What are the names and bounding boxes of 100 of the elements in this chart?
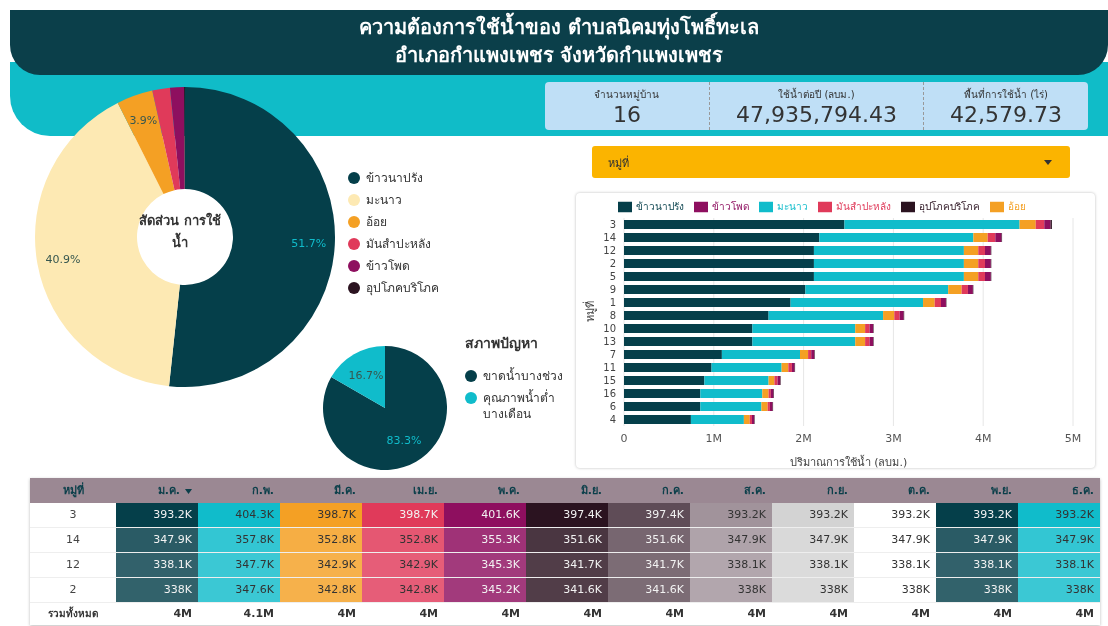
data-label: 342.8K xyxy=(362,578,444,602)
data-label: 398.7K xyxy=(362,503,444,527)
bar xyxy=(1044,220,1051,229)
bar xyxy=(790,298,924,307)
data-label: 352.8K xyxy=(362,528,444,552)
data-label: 347.9K xyxy=(690,528,772,552)
data-label: 357.8K xyxy=(198,528,280,552)
y-tick-label: 12 xyxy=(603,245,616,257)
data-label: 393.2K xyxy=(936,503,1018,527)
y-tick-label: 4 xyxy=(609,414,616,426)
bar xyxy=(899,311,904,320)
legend-label: ขาดน้ำบางช่วง xyxy=(483,368,563,384)
bar xyxy=(963,259,979,268)
x-tick-label: ธ.ค. xyxy=(1070,483,1095,499)
text: จำนวนหมู่บ้าน xyxy=(593,88,661,102)
x-tick-label: 5M xyxy=(1064,431,1082,445)
bar xyxy=(987,233,996,242)
y-tick-label: 2 xyxy=(609,258,616,270)
y-tick-label: 6 xyxy=(609,401,616,413)
bar xyxy=(978,246,985,255)
y-tick-label: 14 xyxy=(603,232,616,244)
data-label: 347.9K xyxy=(1018,528,1100,552)
bar xyxy=(624,233,820,242)
bar xyxy=(963,246,979,255)
bar xyxy=(752,324,856,333)
bar xyxy=(752,337,856,346)
legend-label: ข้าวโพด xyxy=(712,201,749,212)
text: หมู่ที่ xyxy=(608,154,629,172)
bar xyxy=(1035,220,1045,229)
pie-slice xyxy=(331,346,385,408)
text: อำเภอกำแพงเพชร จังหวัดกำแพงเพชร xyxy=(393,42,725,69)
data-label: 341.6K xyxy=(526,578,608,602)
bar xyxy=(624,272,814,281)
legend-label: มะนาว xyxy=(777,201,808,212)
data-label: 347.9K xyxy=(854,528,936,552)
data-label: 401.6K xyxy=(444,503,526,527)
bar xyxy=(700,389,763,398)
y-axis-title: หมู่ที่ xyxy=(581,301,597,322)
data-label: 338K xyxy=(772,578,854,602)
text: 4M xyxy=(173,607,192,620)
data-label: 404.3K xyxy=(198,503,280,527)
y-tick-label: 3 xyxy=(68,507,78,523)
legend-label: อ้อย xyxy=(1008,201,1026,212)
data-label: 338.1K xyxy=(772,553,854,577)
bar xyxy=(963,272,979,281)
x-tick-label: 2M xyxy=(795,431,812,445)
data-label: 347.9K xyxy=(116,528,198,552)
data-label: 352.8K xyxy=(280,528,362,552)
data-label: 341.7K xyxy=(526,553,608,577)
bar xyxy=(819,233,974,242)
bar xyxy=(813,272,964,281)
legend-label: อ้อย xyxy=(366,214,387,230)
bar xyxy=(855,324,866,333)
data-label: 338.1K xyxy=(936,553,1018,577)
bar xyxy=(624,285,806,294)
x-tick-label: ก.ค. xyxy=(660,483,685,499)
bar xyxy=(973,233,988,242)
legend-label: ข้าวโพด xyxy=(366,258,410,274)
y-tick-label: 2 xyxy=(68,582,78,598)
bar xyxy=(948,285,962,294)
data-label: 345.3K xyxy=(444,553,526,577)
data-label: 40.9% xyxy=(45,252,81,266)
bar xyxy=(624,298,791,307)
bar xyxy=(743,415,750,424)
data-label: 347.7K xyxy=(198,553,280,577)
bar xyxy=(624,376,705,385)
bar xyxy=(762,389,769,398)
bar xyxy=(894,311,900,320)
text: 4M xyxy=(747,607,766,620)
y-tick-label: 16 xyxy=(603,388,616,400)
data-label: 338.1K xyxy=(690,553,772,577)
bar xyxy=(934,298,941,307)
y-tick-label: 12 xyxy=(65,557,81,573)
bar xyxy=(813,246,964,255)
bar xyxy=(978,259,985,268)
text: รวมทั้งหมด xyxy=(47,605,99,621)
text: 47,935,794.43 xyxy=(735,102,898,128)
data-label: 338K xyxy=(1018,578,1100,602)
data-label: 397.4K xyxy=(608,503,690,527)
bar xyxy=(700,402,762,411)
y-tick-label: 15 xyxy=(603,375,616,387)
data-label: 338K xyxy=(690,578,772,602)
text: 4M xyxy=(337,607,356,620)
text: 4M xyxy=(419,607,438,620)
data-label: 351.6K xyxy=(526,528,608,552)
x-tick-label: พ.ย. xyxy=(989,483,1013,499)
bar xyxy=(844,220,1020,229)
y-tick-label: 7 xyxy=(609,349,616,361)
text: สัดส่วน การใช้น้ำ xyxy=(138,211,222,252)
x-tick-label: 1M xyxy=(705,431,723,445)
bar xyxy=(704,376,769,385)
data-label: 341.6K xyxy=(608,578,690,602)
legend-title: สภาพปัญหา xyxy=(465,334,539,354)
y-tick-label: 8 xyxy=(609,310,616,322)
x-tick-label: ก.ย. xyxy=(825,483,849,499)
text: 42,579.73 xyxy=(949,102,1063,128)
text: 4.1M xyxy=(243,607,274,620)
bar xyxy=(711,363,782,372)
data-label: 3.9% xyxy=(129,113,158,127)
text: พื้นที่การใช้น้ำ (ไร่) xyxy=(963,87,1049,102)
